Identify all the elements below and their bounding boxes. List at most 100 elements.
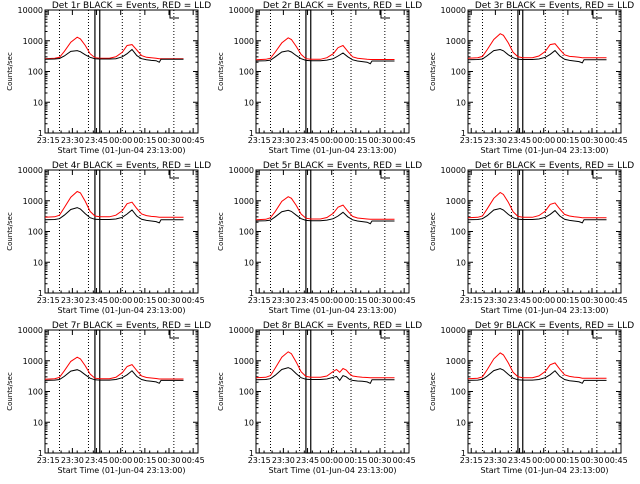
y-tick-label: 1000: [23, 197, 43, 206]
gap-box: [517, 329, 524, 454]
x-tick-label: 00:00: [320, 136, 343, 145]
gap-box: [517, 9, 524, 134]
y-tick-label: 10: [244, 258, 254, 267]
y-tick-label: 1: [249, 449, 254, 458]
series-events-line: [467, 207, 607, 224]
x-tick-label: 23:15: [460, 456, 483, 465]
y-tick-label: 10000: [441, 6, 466, 15]
series-lld-line: [467, 352, 607, 380]
x-tick-label: 00:00: [532, 296, 555, 305]
x-tick-label: 00:00: [109, 456, 132, 465]
x-tick-label: 00:30: [157, 296, 180, 305]
y-axis-label: Counts/sec: [217, 52, 225, 91]
series-events-line: [467, 368, 607, 384]
panel-2: Det 2r BLACK = Events, RED = LLD 1 10 100 10…: [217, 1, 422, 155]
x-tick-label: 00:30: [580, 136, 603, 145]
panel-title: Det 4r BLACK = Events, RED = LLD: [52, 161, 211, 171]
y-tick-label: 10000: [441, 326, 466, 335]
x-tick-label: 23:15: [37, 296, 60, 305]
y-axis-label: Counts/sec: [217, 372, 225, 411]
gap-box: [305, 169, 312, 294]
series-lld-line: [44, 356, 184, 380]
gap-box: [94, 329, 101, 454]
y-tick-label: 100: [451, 68, 466, 77]
x-tick-label: 00:30: [157, 456, 180, 465]
x-tick-label: 00:30: [157, 136, 180, 145]
series-events-line: [255, 209, 395, 225]
gap-box: [305, 9, 312, 134]
x-tick-label: 23:45: [85, 296, 108, 305]
x-tick-label: 00:15: [344, 456, 367, 465]
panel-1: Det 1r BLACK = Events, RED = LLD 1 10 100 10…: [6, 1, 211, 155]
corner-marker: [380, 330, 390, 339]
plot-frame: [44, 9, 199, 134]
y-tick-label: 10000: [18, 6, 43, 15]
y-tick-label: 10: [456, 258, 466, 267]
x-tick-label: 00:45: [182, 456, 205, 465]
panel-8: Det 8r BLACK = Events, RED = LLD 1 10 100 10…: [217, 321, 422, 475]
y-tick-label: 1: [461, 449, 466, 458]
x-tick-label: 23:45: [508, 136, 531, 145]
y-tick-label: 10000: [229, 326, 254, 335]
panel-title: Det 1r BLACK = Events, RED = LLD: [52, 1, 211, 11]
x-tick-label: 00:15: [133, 136, 156, 145]
plot-frame: [255, 9, 410, 134]
x-tick-label: 00:45: [605, 456, 628, 465]
x-tick-label: 23:30: [272, 136, 295, 145]
y-tick-label: 10000: [18, 326, 43, 335]
x-axis-label: Start Time (01-Jun-04 23:13:00): [58, 146, 186, 155]
y-tick-label: 10: [33, 418, 43, 427]
x-tick-label: 23:15: [248, 136, 271, 145]
x-tick-label: 00:00: [532, 456, 555, 465]
y-tick-label: 10000: [18, 166, 43, 175]
y-axis-label: Counts/sec: [6, 372, 14, 411]
x-tick-label: 23:15: [248, 296, 271, 305]
gap-box: [517, 169, 524, 294]
series-lld-line: [44, 36, 184, 60]
plot-frame: [44, 329, 199, 454]
x-tick-label: 00:45: [182, 296, 205, 305]
gap-box: [305, 329, 312, 454]
series-lld-line: [255, 196, 395, 221]
x-tick-label: 23:45: [85, 136, 108, 145]
y-axis-label: Counts/sec: [6, 52, 14, 91]
x-tick-label: 23:45: [508, 296, 531, 305]
x-tick-label: 23:30: [484, 296, 507, 305]
x-tick-label: 23:30: [61, 296, 84, 305]
plot-frame: [467, 169, 622, 294]
y-tick-label: 100: [239, 388, 254, 397]
series-events-line: [255, 367, 395, 384]
x-tick-label: 23:30: [272, 296, 295, 305]
x-tick-label: 00:15: [133, 456, 156, 465]
y-tick-label: 1000: [234, 197, 254, 206]
y-tick-label: 10: [244, 98, 254, 107]
panel-7: Det 7r BLACK = Events, RED = LLD 1 10 100 10…: [6, 321, 211, 475]
x-tick-label: 23:30: [272, 456, 295, 465]
x-axis-label: Start Time (01-Jun-04 23:13:00): [269, 466, 397, 475]
x-axis-label: Start Time (01-Jun-04 23:13:00): [58, 306, 186, 315]
y-tick-label: 1000: [23, 357, 43, 366]
panel-6: Det 6r BLACK = Events, RED = LLD 1 10 100 10…: [429, 161, 634, 315]
x-tick-label: 23:15: [37, 456, 60, 465]
y-tick-label: 1000: [23, 37, 43, 46]
y-tick-label: 10: [456, 98, 466, 107]
x-tick-label: 00:00: [109, 136, 132, 145]
x-tick-label: 00:00: [320, 296, 343, 305]
x-tick-label: 23:15: [460, 136, 483, 145]
y-tick-label: 1: [38, 449, 43, 458]
x-tick-label: 23:15: [37, 136, 60, 145]
x-tick-label: 00:30: [368, 296, 391, 305]
series-lld-line: [255, 351, 395, 379]
series-events-line: [44, 369, 184, 384]
panel-9: Det 9r BLACK = Events, RED = LLD 1 10 100 10…: [429, 321, 634, 475]
x-tick-label: 00:15: [133, 296, 156, 305]
panel-5: Det 5r BLACK = Events, RED = LLD 1 10 100 10…: [217, 161, 422, 315]
panel-title: Det 5r BLACK = Events, RED = LLD: [263, 161, 422, 171]
series-events-line: [467, 48, 607, 64]
y-tick-label: 1: [461, 289, 466, 298]
y-tick-label: 1: [38, 129, 43, 138]
y-tick-label: 10: [456, 418, 466, 427]
panel-title: Det 8r BLACK = Events, RED = LLD: [263, 321, 422, 331]
y-tick-label: 100: [28, 68, 43, 77]
x-tick-label: 00:45: [182, 136, 205, 145]
